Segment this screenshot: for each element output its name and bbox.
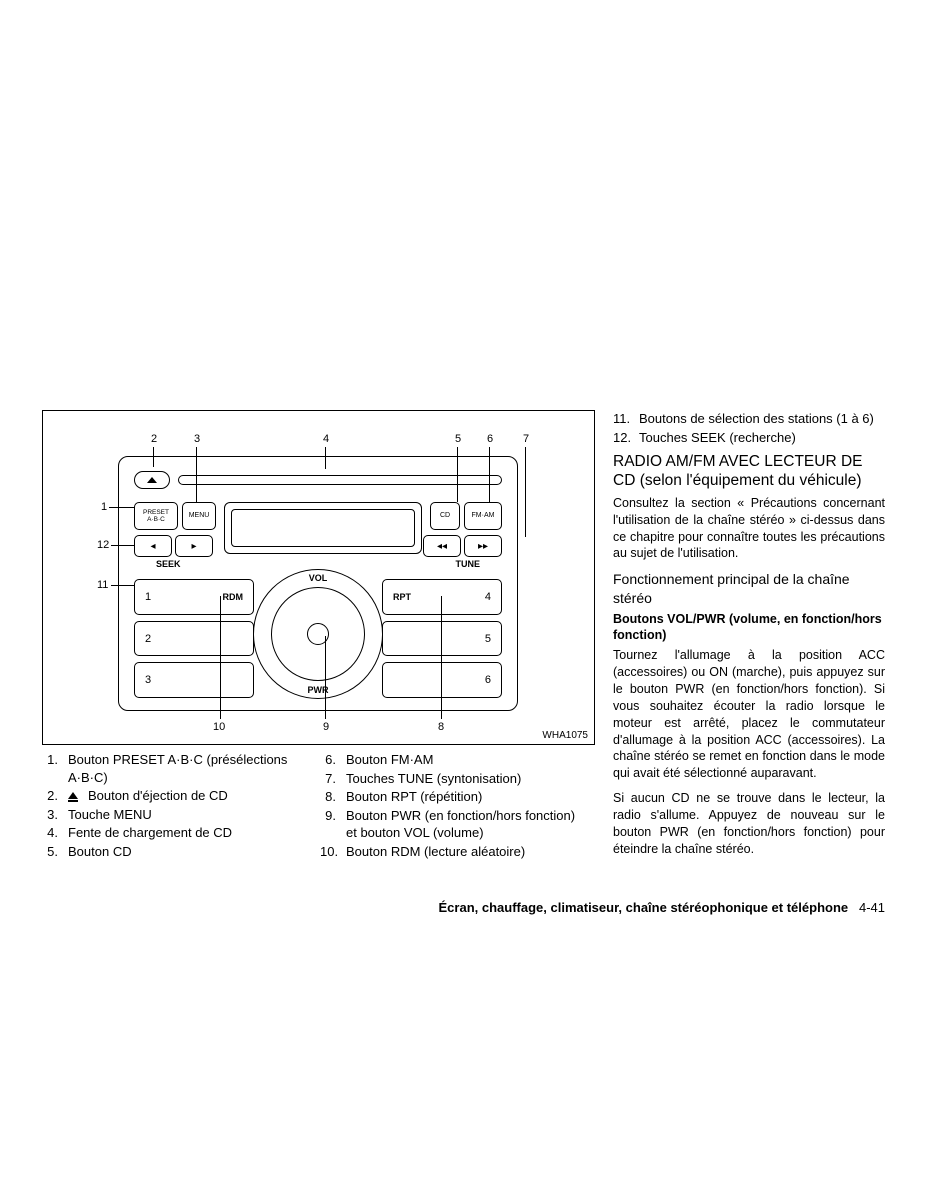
legend-item: 1.Bouton PRESET A·B·C (présélections A·B… [42,751,302,786]
callout-1: 1 [101,501,107,513]
footer-title: Écran, chauffage, climatiseur, chaîne st… [439,900,849,915]
callout-3: 3 [194,433,200,445]
fmam-button: FM·AM [464,502,502,530]
callout-12: 12 [97,539,109,551]
callout-11: 11 [97,579,108,591]
menu-button: MENU [182,502,216,530]
paragraph-2: Tournez l'allumage à la position ACC (ac… [613,647,885,782]
cd-slot-row [134,467,502,493]
tune-label: TUNE [456,559,481,569]
paragraph-1: Consultez la section « Précautions conce… [613,495,885,563]
seek-prev-icon: ◂ [134,535,172,557]
callout-10: 10 [213,721,225,733]
footer-page: 4-41 [859,900,885,915]
callout-7: 7 [523,433,529,445]
legend-item: 8.Bouton RPT (répétition) [320,788,580,806]
legend-item: 3.Touche MENU [42,806,302,824]
legend-item: 10.Bouton RDM (lecture aléatoire) [320,843,580,861]
eject-icon [68,792,78,799]
legend-right-top: 11.Boutons de sélection des stations (1 … [613,410,885,446]
volume-knob: VOL PWR [253,569,383,699]
preset-right-col: RPT4 5 6 [382,579,502,698]
preset-1: 1RDM [134,579,254,615]
preset-5: 5 [382,621,502,657]
legend-item: 6.Bouton FM·AM [320,751,580,769]
right-column: 11.Boutons de sélection des stations (1 … [613,410,885,866]
preset-abc-button: PRESET A·B·C [134,502,178,530]
page-footer: Écran, chauffage, climatiseur, chaîne st… [439,900,885,915]
preset-left-col: 1RDM 2 3 [134,579,254,698]
preset-2: 2 [134,621,254,657]
preset-6: 6 [382,662,502,698]
callout-4: 4 [323,433,329,445]
legend-row: 1.Bouton PRESET A·B·C (présélections A·B… [42,751,595,861]
callout-6: 6 [487,433,493,445]
callout-2: 2 [151,433,157,445]
legend-col-2: 6.Bouton FM·AM7.Touches TUNE (syntonisat… [320,751,580,861]
seek-tune-labels: SEEK TUNE [134,559,502,569]
legend-item: 7.Touches TUNE (syntonisation) [320,770,580,788]
seek-next-icon: ▸ [175,535,213,557]
legend-item: 11.Boutons de sélection des stations (1 … [613,410,885,428]
figure-code: WHA1075 [542,730,588,741]
cd-slot [178,475,502,485]
legend-item: 9.Bouton PWR (en fonction/hors fonction)… [320,807,580,842]
eject-button [134,471,170,489]
radio-unit: PRESET A·B·C MENU CD FM·AM ◂ ▸ ◂◂ [118,456,518,711]
vol-label: VOL [309,573,328,583]
bold-heading: Boutons VOL/PWR (volume, en fonction/hor… [613,611,885,644]
content-columns: 2 3 4 5 6 7 1 12 11 10 9 8 [42,410,885,866]
legend-item: 5.Bouton CD [42,843,302,861]
callout-8: 8 [438,721,444,733]
tune-fwd-icon: ▸▸ [464,535,502,557]
callout-9: 9 [323,721,329,733]
legend-item: 2.Bouton d'éjection de CD [42,787,302,805]
section-heading: RADIO AM/FM AVEC LECTEUR DE CD (selon l'… [613,452,885,491]
manual-page: 2 3 4 5 6 7 1 12 11 10 9 8 [42,410,885,866]
radio-diagram: 2 3 4 5 6 7 1 12 11 10 9 8 [42,410,595,745]
callout-5: 5 [455,433,461,445]
pwr-label: PWR [308,685,329,695]
sub-heading: Fonctionnement principal de la chaîne st… [613,570,885,606]
legend-item: 12.Touches SEEK (recherche) [613,429,885,447]
seek-buttons: ◂ ▸ [134,535,213,557]
seek-label: SEEK [156,559,181,569]
tune-rew-icon: ◂◂ [423,535,461,557]
seek-tune-row: ◂ ▸ ◂◂ ▸▸ [134,535,502,557]
tune-buttons: ◂◂ ▸▸ [423,535,502,557]
left-column: 2 3 4 5 6 7 1 12 11 10 9 8 [42,410,595,866]
preset-4: RPT4 [382,579,502,615]
paragraph-3: Si aucun CD ne se trouve dans le lecteur… [613,790,885,858]
preset-3: 3 [134,662,254,698]
legend-item: 4.Fente de chargement de CD [42,824,302,842]
cd-button: CD [430,502,460,530]
legend-col-1: 1.Bouton PRESET A·B·C (présélections A·B… [42,751,302,861]
